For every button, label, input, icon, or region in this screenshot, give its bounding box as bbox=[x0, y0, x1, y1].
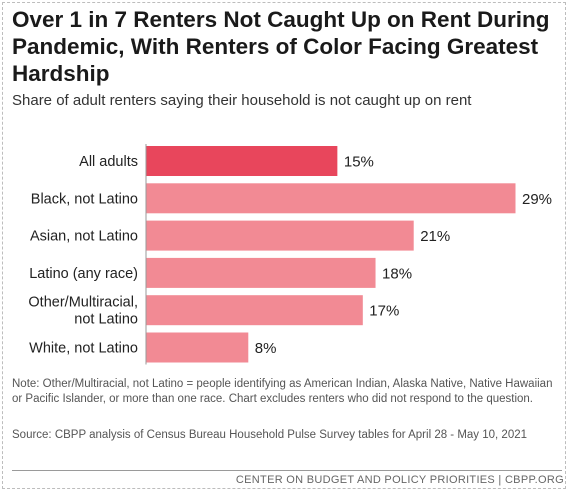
chart-source: Source: CBPP analysis of Census Bureau H… bbox=[12, 429, 528, 441]
chart-subtitle: Share of adult renters saying their hous… bbox=[12, 92, 472, 109]
credit-divider bbox=[12, 470, 562, 471]
bar-5 bbox=[146, 332, 249, 363]
bar-1 bbox=[146, 183, 516, 214]
value-label-0: 15% bbox=[344, 154, 374, 171]
bar-chart: All adults 15% Black, not Latino 29% Asian, … bbox=[28, 144, 552, 365]
bar-0 bbox=[146, 146, 338, 176]
bar-4 bbox=[146, 295, 363, 326]
value-label-4: 17% bbox=[369, 303, 399, 320]
category-label-3: Latino (any race) bbox=[29, 266, 138, 282]
value-label-1: 29% bbox=[522, 191, 552, 208]
category-label-5: White, not Latino bbox=[29, 341, 138, 357]
chart-frame bbox=[2, 2, 566, 489]
category-label-0: All adults bbox=[79, 154, 138, 170]
chart-note: Note: Other/Multiracial, not Latino = pe… bbox=[12, 378, 553, 405]
category-label-1: Black, not Latino bbox=[31, 191, 138, 207]
value-label-2: 21% bbox=[420, 228, 450, 245]
category-label-2: Asian, not Latino bbox=[30, 229, 138, 245]
credit-line: CENTER ON BUDGET AND POLICY PRIORITIES |… bbox=[235, 474, 564, 486]
value-label-3: 18% bbox=[382, 265, 412, 282]
bar-3 bbox=[146, 257, 376, 288]
category-label-4: Other/Multiracial, not Latino bbox=[28, 295, 138, 328]
value-label-5: 8% bbox=[255, 340, 277, 357]
chart-title: Over 1 in 7 Renters Not Caught Up on Ren… bbox=[12, 7, 550, 86]
bar-2 bbox=[146, 220, 414, 251]
